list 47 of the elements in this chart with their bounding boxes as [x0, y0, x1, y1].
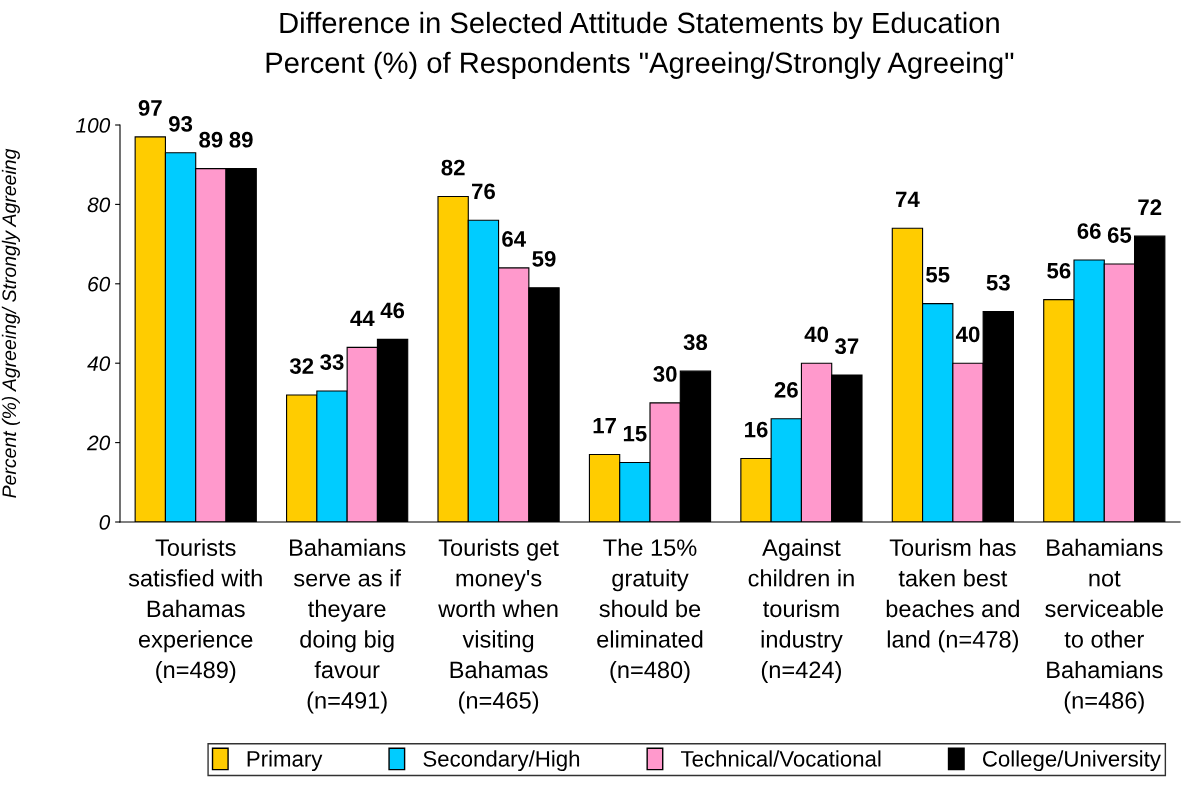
data-label: 76: [472, 183, 495, 200]
data-label: 16: [745, 421, 768, 438]
x-tick-label: Tourists satisfied with Bahamas experience (n=489): [128, 538, 262, 683]
data-label: 55: [926, 267, 950, 283]
chart-title: Difference in Selected Attitude Statements by Education Percent (%) of Respondents "Agreeing/Strongly Agreeing": [266, 11, 1014, 79]
y-tick-label: 80: [87, 197, 111, 213]
y-tick-label: 0: [99, 515, 111, 530]
legend-label: Secondary/High: [423, 750, 580, 772]
y-tick-label: 20: [86, 435, 111, 451]
data-label: 30: [653, 366, 677, 382]
x-tick-label: Against children in tourism industry (n=424): [748, 538, 854, 683]
data-label: 65: [1107, 227, 1132, 243]
data-label: 74: [896, 191, 920, 207]
data-label: 32: [289, 358, 314, 374]
data-label: 15: [623, 425, 647, 442]
data-label: 56: [1047, 262, 1071, 279]
y-tick-label: 60: [88, 276, 111, 292]
data-label: 40: [804, 326, 829, 343]
data-label: 89: [229, 131, 253, 148]
x-tick-label: Bahamians not serviceable to other Bahamians (n=486): [1045, 538, 1163, 714]
data-label: 33: [320, 354, 344, 370]
data-label: 82: [441, 159, 465, 176]
y-axis-title: Percent (%) Agreeing/ Strongly Agreeing: [1, 148, 20, 498]
data-label: 97: [138, 100, 162, 116]
data-label: 53: [986, 274, 1010, 291]
y-tick-label: 100: [76, 118, 111, 133]
x-tick-label: The 15% gratuity should be eliminated (n=480): [597, 538, 703, 683]
legend-label: Technical/Vocational: [681, 750, 881, 767]
x-tick-label: Tourists get money's worth when visiting Bahamas (n=465): [438, 538, 559, 714]
data-label: 64: [502, 231, 526, 247]
data-label: 37: [835, 338, 859, 355]
data-label: 72: [1138, 199, 1162, 215]
data-label: 40: [955, 326, 980, 343]
data-label: 66: [1077, 223, 1101, 239]
data-label: 17: [593, 417, 616, 434]
data-label: 44: [350, 310, 375, 327]
y-tick-label: 40: [87, 356, 111, 371]
data-label: 26: [774, 381, 798, 398]
legend-label: Primary: [247, 750, 323, 772]
data-label: 93: [168, 115, 193, 132]
data-label: 89: [199, 131, 223, 148]
data-label: 46: [380, 302, 405, 319]
data-label: 38: [683, 334, 708, 351]
data-label: 59: [532, 250, 556, 267]
x-tick-label: Tourism has taken best beaches and land (n=478): [886, 538, 1019, 653]
x-tick-label: Bahamians serve as if theyare doing big favour (n=491): [290, 538, 406, 714]
legend-label: College/University: [982, 750, 1161, 772]
